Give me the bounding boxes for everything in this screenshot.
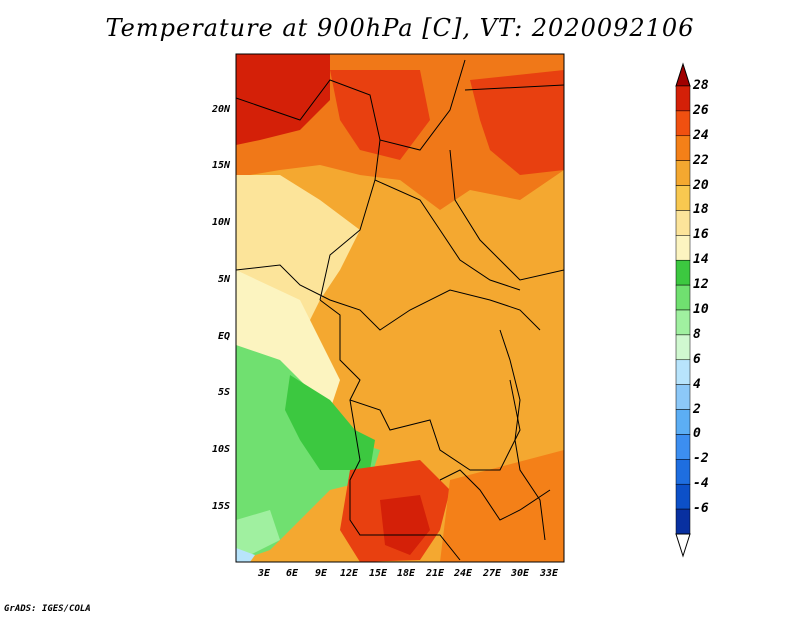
field-blue-corner xyxy=(236,548,255,562)
map-frame xyxy=(235,53,565,563)
colorbar-label: 8 xyxy=(693,326,701,342)
lat-label: 10S xyxy=(211,444,230,455)
lat-label: 15N xyxy=(211,160,230,171)
lat-label: EQ xyxy=(217,331,230,342)
colorbar-label: 26 xyxy=(693,102,709,118)
field-hot-ne xyxy=(470,70,564,175)
lat-label: 20N xyxy=(211,104,230,115)
colorbar-box xyxy=(675,334,691,361)
colorbar-label: 12 xyxy=(693,277,709,293)
colorbar-label: -6 xyxy=(693,501,709,517)
lon-label: 9E xyxy=(314,568,328,579)
colorbar-label: 14 xyxy=(693,252,709,268)
colorbar-label: 28 xyxy=(693,78,709,93)
colorbar-box xyxy=(675,434,691,460)
country-borders xyxy=(236,59,564,561)
lat-label: 15S xyxy=(211,501,230,512)
colorbar-label: 10 xyxy=(693,302,709,317)
lon-label: 15E xyxy=(368,568,388,579)
temperature-field xyxy=(236,54,564,562)
colorbar xyxy=(675,62,691,558)
lon-label: 3E xyxy=(257,568,271,579)
colorbar-box xyxy=(675,135,691,161)
lat-label: 5S xyxy=(217,387,230,398)
colorbar-box xyxy=(675,384,691,410)
colorbar-label: 6 xyxy=(693,351,701,367)
colorbar-label: -2 xyxy=(693,451,709,467)
colorbar-box xyxy=(675,235,691,261)
colorbar-box xyxy=(675,409,691,435)
lon-label: 33E xyxy=(539,568,559,579)
field-green xyxy=(236,345,380,562)
field-hot-central-n xyxy=(330,70,430,160)
lat-label: 10N xyxy=(211,217,230,228)
colorbar-label: 16 xyxy=(693,227,709,243)
colorbar-bottom-arrow xyxy=(675,533,691,558)
colorbar-box xyxy=(675,85,691,112)
colorbar-box xyxy=(675,284,691,311)
colorbar-box xyxy=(675,508,691,535)
lon-label: 27E xyxy=(482,568,502,579)
colorbar-label: 18 xyxy=(693,202,709,218)
lon-label: 24E xyxy=(453,568,473,579)
lon-label: 21E xyxy=(425,568,445,579)
colorbar-top-arrow xyxy=(675,62,691,87)
colorbar-label: 2 xyxy=(693,401,701,417)
colorbar-label: -4 xyxy=(693,476,709,492)
field-green-sw xyxy=(236,510,280,562)
colorbar-label: 24 xyxy=(693,127,709,143)
colorbar-box xyxy=(675,160,691,186)
colorbar-box xyxy=(675,210,691,236)
colorbar-box xyxy=(675,259,691,286)
field-warm-south-east xyxy=(440,450,564,562)
colorbar-label: 0 xyxy=(693,426,701,442)
chart-title: Temperature at 900hPa [C], VT: 202009210… xyxy=(105,14,695,42)
colorbar-label: 20 xyxy=(693,177,709,193)
colorbar-box xyxy=(675,359,691,385)
lon-label: 6E xyxy=(285,568,299,579)
colorbar-box xyxy=(675,483,691,510)
lon-label: 18E xyxy=(396,568,416,579)
lon-label: 30E xyxy=(510,568,530,579)
field-hottest-south xyxy=(380,495,430,555)
colorbar-box xyxy=(675,459,691,485)
lat-label: 5N xyxy=(217,274,230,285)
field-green-deep xyxy=(285,375,375,470)
field-hottest-north xyxy=(236,54,330,145)
colorbar-box xyxy=(675,110,691,137)
colorbar-label: 22 xyxy=(693,152,709,168)
credit-text: GrADS: IGES/COLA xyxy=(4,604,91,614)
lon-label: 12E xyxy=(339,568,359,579)
colorbar-box xyxy=(675,309,691,336)
colorbar-label: 4 xyxy=(693,376,701,392)
colorbar-box xyxy=(675,185,691,211)
